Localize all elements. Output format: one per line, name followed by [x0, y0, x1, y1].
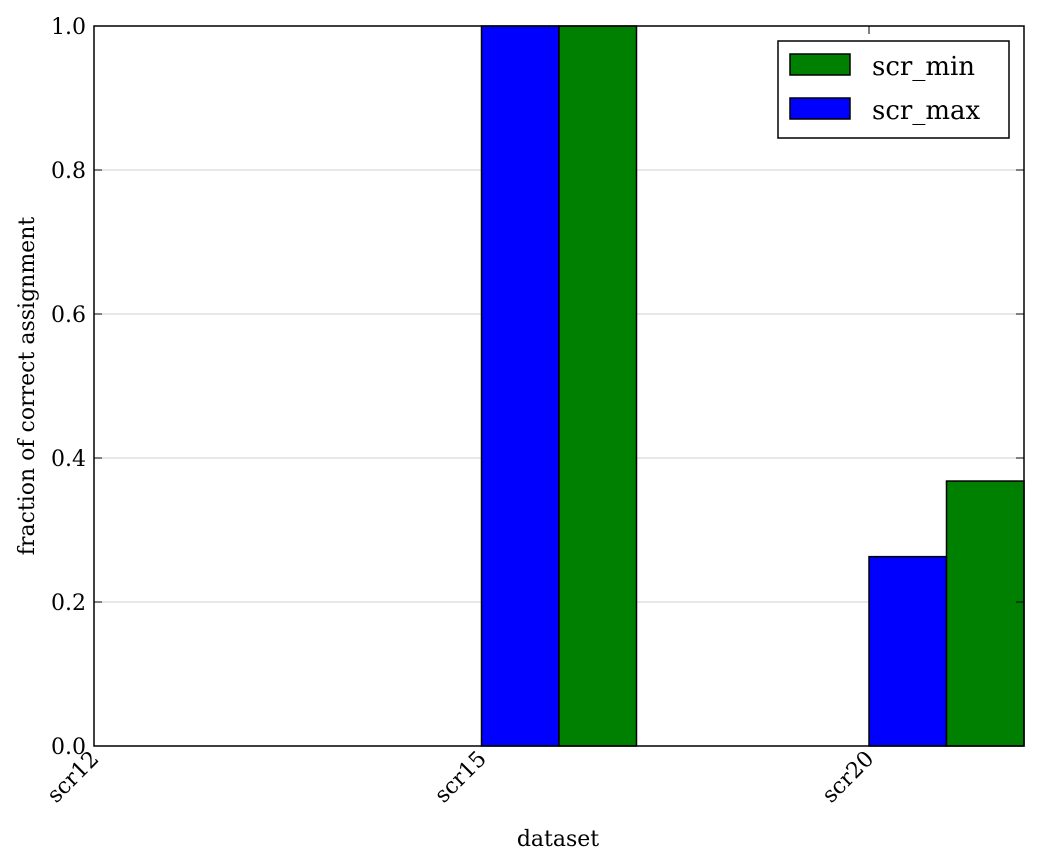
x-tick-labels: scr12 scr15 scr20	[43, 747, 880, 809]
bar-scr_max-scr20	[868, 555, 948, 747]
y-tick-labels: 0.0 0.2 0.4 0.6 0.8 1.0	[51, 15, 86, 760]
legend-label-scr_max: scr_max	[872, 96, 980, 126]
x-axis-label: dataset	[517, 827, 599, 852]
bar-scr_min-scr20	[945, 480, 1025, 747]
y-tick-label: 0.0	[51, 735, 86, 760]
y-tick-label: 0.8	[51, 159, 86, 184]
y-tick-label: 0.4	[51, 447, 86, 472]
legend-swatch-scr_min	[789, 53, 851, 76]
y-tick-label: 0.2	[51, 591, 86, 616]
y-axis-label: fraction of correct assignment	[15, 217, 40, 556]
legend-label-scr_min: scr_min	[872, 52, 975, 82]
x-tick-label: scr20	[818, 747, 880, 809]
y-tick-label: 1.0	[51, 15, 86, 40]
bar-scr_max-scr15	[480, 25, 560, 747]
bar-scr_min-scr15	[558, 25, 638, 747]
legend-swatch-scr_max	[789, 97, 851, 120]
x-tick-label: scr15	[430, 747, 492, 809]
legend: scr_min scr_max	[777, 40, 1010, 139]
ticks	[93, 25, 1024, 747]
y-tick-label: 0.6	[51, 303, 86, 328]
plot-frame	[93, 25, 1025, 747]
